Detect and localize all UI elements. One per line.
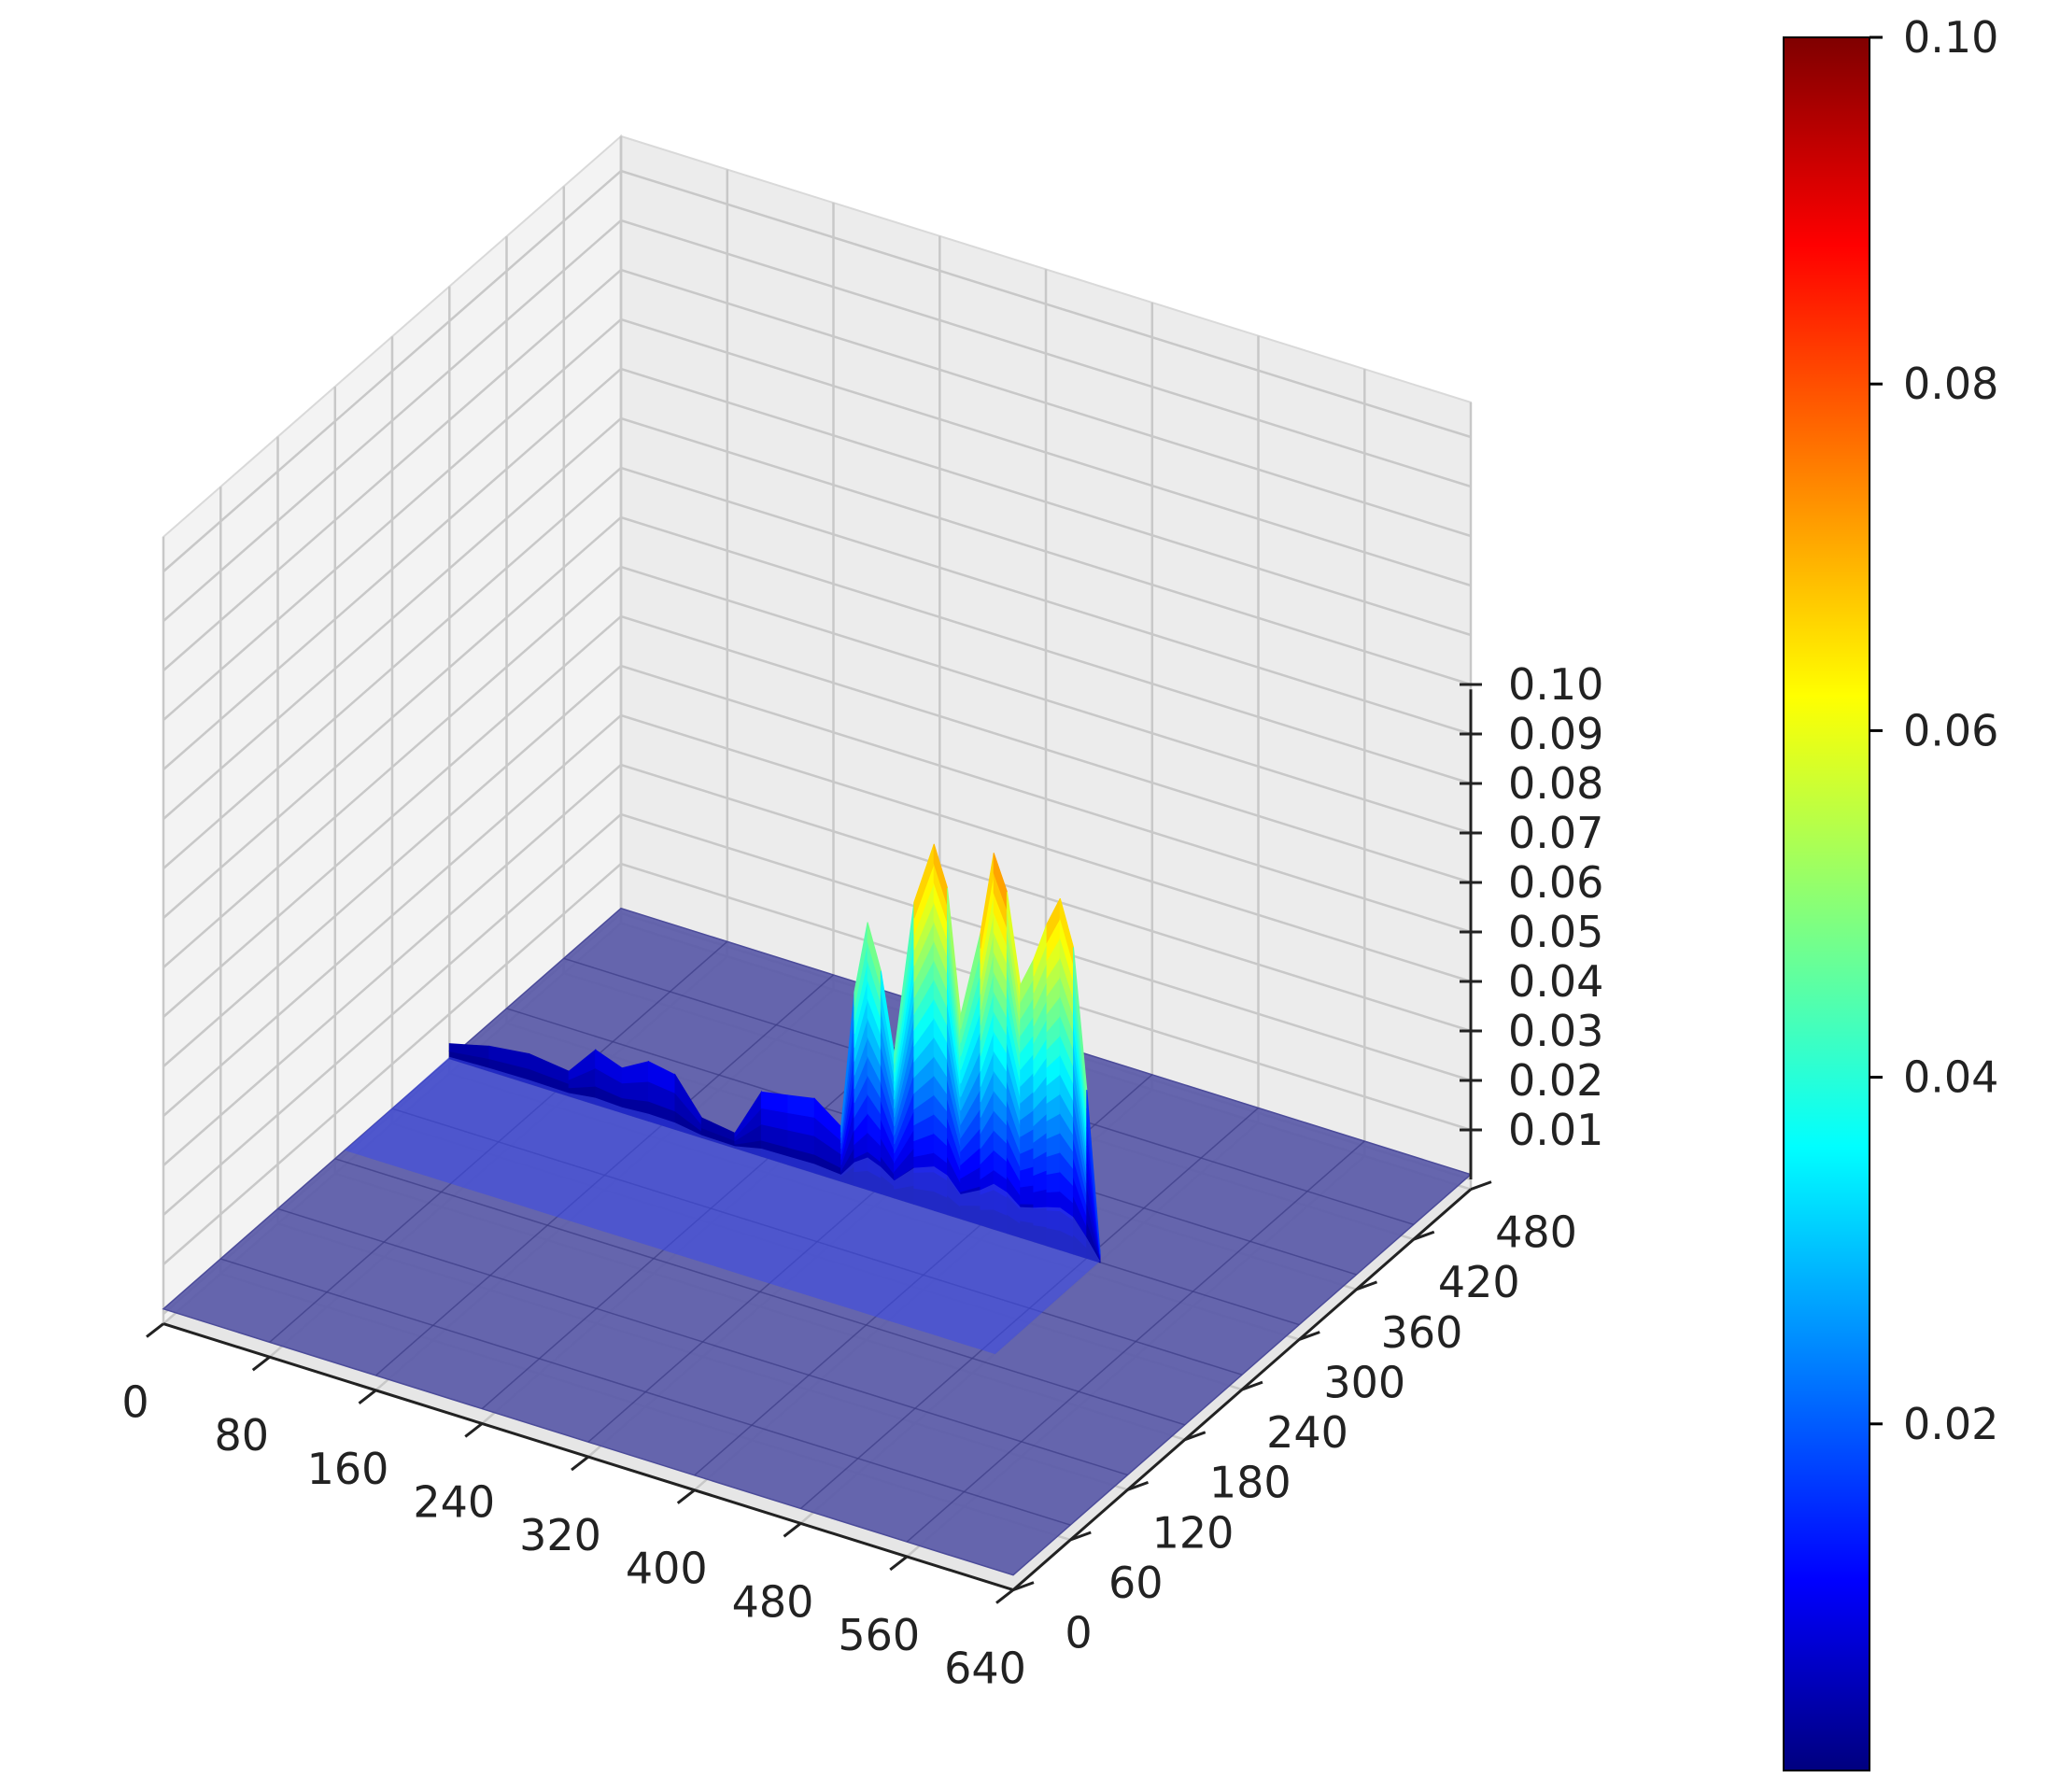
x-tick-label: 80 bbox=[214, 1410, 269, 1460]
x-tick-label: 480 bbox=[732, 1576, 814, 1627]
x-tick bbox=[571, 1455, 589, 1472]
y-tick-label: 0 bbox=[1065, 1608, 1092, 1658]
y-tick-label: 360 bbox=[1381, 1307, 1463, 1358]
x-tick-label: 400 bbox=[626, 1544, 708, 1594]
y-tick bbox=[1298, 1331, 1320, 1341]
y-tick-label: 420 bbox=[1438, 1257, 1520, 1307]
colorbar-ticks: 0.02 0.04 0.06 0.08 0.10 bbox=[1870, 12, 1998, 1449]
x-tick bbox=[146, 1322, 164, 1338]
x-tick bbox=[251, 1356, 271, 1372]
y-tick-label: 480 bbox=[1495, 1207, 1577, 1258]
z-tick-label: 0.05 bbox=[1508, 907, 1603, 957]
x-tick bbox=[676, 1489, 696, 1504]
surface-ridge-facet bbox=[1046, 1171, 1061, 1193]
x-tick bbox=[783, 1522, 802, 1538]
z-tick-label: 0.02 bbox=[1508, 1055, 1603, 1106]
x-tick-label: 320 bbox=[519, 1510, 601, 1560]
colorbar: 0.02 0.04 0.06 0.08 0.10 bbox=[1783, 12, 1998, 1771]
y-tick bbox=[1126, 1480, 1150, 1491]
surface-ridge-skirt bbox=[345, 1056, 1100, 1355]
surface-ridge-facet bbox=[1020, 1184, 1035, 1205]
surface-ridge-facet bbox=[621, 1080, 649, 1102]
colorbar-tick-label: 0.08 bbox=[1903, 359, 1998, 409]
y-tick-label: 120 bbox=[1152, 1507, 1235, 1558]
z-tick-label: 0.07 bbox=[1508, 808, 1603, 858]
y-tick-label: 240 bbox=[1266, 1407, 1348, 1458]
x-tick bbox=[464, 1422, 484, 1438]
y-tick-label: 180 bbox=[1209, 1458, 1291, 1508]
surface-ridge-facet bbox=[1086, 1090, 1101, 1254]
x-tick-label: 560 bbox=[838, 1610, 920, 1660]
surface-wire bbox=[220, 1258, 1071, 1526]
z-tick-label: 0.04 bbox=[1508, 956, 1603, 1007]
z-tick-label: 0.09 bbox=[1508, 709, 1603, 759]
colorbar-tick-label: 0.04 bbox=[1903, 1052, 1998, 1103]
x-tick bbox=[889, 1555, 909, 1572]
x-tick-label: 640 bbox=[944, 1644, 1026, 1694]
y-tick-label: 300 bbox=[1323, 1357, 1405, 1407]
surface-ridge-facet bbox=[1033, 1188, 1048, 1209]
y-tick-label: 60 bbox=[1108, 1558, 1164, 1608]
y-tick bbox=[1069, 1531, 1092, 1542]
z-tick-label: 0.06 bbox=[1508, 857, 1603, 908]
z-tick-label: 0.01 bbox=[1508, 1105, 1603, 1155]
plot-area: 0801602403204004805606400601201802403003… bbox=[121, 134, 1603, 1694]
z-tick-label: 0.10 bbox=[1508, 659, 1603, 710]
y-tick bbox=[1184, 1431, 1206, 1442]
colorbar-bar bbox=[1783, 36, 1870, 1771]
z-tick-label: 0.08 bbox=[1508, 758, 1603, 809]
x-tick-label: 240 bbox=[413, 1476, 495, 1527]
surface-ridge bbox=[345, 843, 1101, 1355]
y-tick bbox=[1413, 1230, 1435, 1241]
z-tick-label: 0.03 bbox=[1508, 1006, 1603, 1056]
surface-wire bbox=[334, 1158, 1185, 1426]
x-tick-label: 160 bbox=[307, 1444, 389, 1494]
x-tick-label: 0 bbox=[121, 1377, 148, 1428]
y-tick bbox=[1355, 1280, 1378, 1291]
colorbar-tick-label: 0.06 bbox=[1903, 705, 1998, 755]
y-tick bbox=[1012, 1581, 1035, 1592]
x-tick bbox=[995, 1588, 1014, 1604]
colorbar-tick-label: 0.10 bbox=[1903, 12, 1998, 63]
colorbar-tick-label: 0.02 bbox=[1903, 1399, 1998, 1449]
y-tick bbox=[1241, 1380, 1263, 1391]
x-tick bbox=[358, 1389, 377, 1405]
y-tick bbox=[1470, 1180, 1492, 1192]
surface-wire bbox=[277, 1207, 1128, 1476]
